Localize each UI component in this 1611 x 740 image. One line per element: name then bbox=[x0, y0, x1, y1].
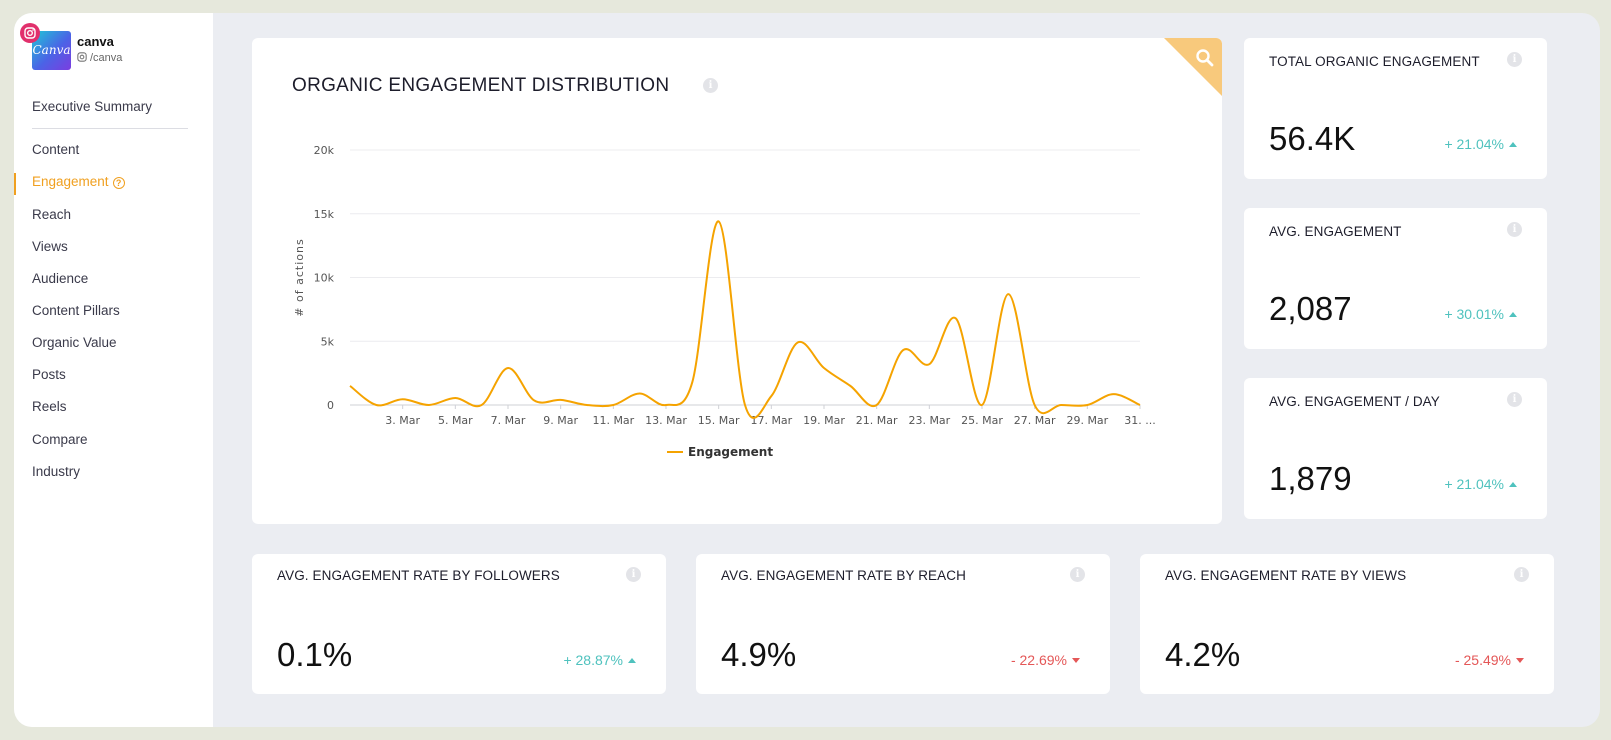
trend-up-icon bbox=[1509, 142, 1517, 147]
x-tick-label: 21. Mar bbox=[856, 414, 898, 427]
profile-handle-text: /canva bbox=[90, 52, 123, 64]
y-axis-label: # of actions bbox=[293, 238, 306, 316]
chart-title: ORGANIC ENGAGEMENT DISTRIBUTION bbox=[292, 75, 670, 96]
kpi-delta: - 22.69% bbox=[1011, 652, 1080, 668]
x-tick-label: 23. Mar bbox=[908, 414, 950, 427]
kpi-delta: + 28.87% bbox=[563, 652, 636, 668]
search-icon[interactable] bbox=[1195, 48, 1215, 68]
avatar: Canva bbox=[32, 31, 71, 70]
kpi-card-engagement-rate-reach: AVG. ENGAGEMENT RATE BY REACH i 4.9% - 2… bbox=[696, 554, 1110, 694]
y-tick-label: 5k bbox=[321, 335, 335, 348]
info-icon[interactable]: i bbox=[1507, 222, 1522, 237]
profile-handle: /canva bbox=[77, 52, 122, 64]
sidebar-item-reels[interactable]: Reels bbox=[32, 399, 67, 414]
engagement-distribution-card: ORGANIC ENGAGEMENT DISTRIBUTION i 0 5k 10k… bbox=[252, 38, 1222, 524]
kpi-card-engagement-rate-followers: AVG. ENGAGEMENT RATE BY FOLLOWERS i 0.1%… bbox=[252, 554, 666, 694]
kpi-delta: + 21.04% bbox=[1444, 136, 1517, 152]
trend-down-icon bbox=[1516, 658, 1524, 663]
y-tick-label: 0 bbox=[327, 399, 334, 412]
kpi-card-avg-engagement-per-day: AVG. ENGAGEMENT / DAY i 1,879 + 21.04% bbox=[1244, 378, 1547, 519]
kpi-card-total-organic-engagement: TOTAL ORGANIC ENGAGEMENT i 56.4K + 21.04… bbox=[1244, 38, 1547, 179]
sidebar-item-label: Engagement bbox=[32, 174, 109, 189]
info-icon[interactable]: i bbox=[1514, 567, 1529, 582]
sidebar: Canva canva /canva Executive Summary Con… bbox=[14, 13, 213, 727]
kpi-title: TOTAL ORGANIC ENGAGEMENT bbox=[1269, 54, 1480, 69]
kpi-title: AVG. ENGAGEMENT RATE BY VIEWS bbox=[1165, 568, 1407, 583]
x-tick-label: 11. Mar bbox=[592, 414, 634, 427]
info-icon[interactable]: i bbox=[1507, 392, 1522, 407]
kpi-card-avg-engagement: AVG. ENGAGEMENT i 2,087 + 30.01% bbox=[1244, 208, 1547, 349]
sidebar-item-content-pillars[interactable]: Content Pillars bbox=[32, 303, 120, 318]
sidebar-item-reach[interactable]: Reach bbox=[32, 207, 72, 222]
x-tick-label: 31. ... bbox=[1124, 414, 1155, 427]
app-frame: Canva canva /canva Executive Summary Con… bbox=[14, 13, 1600, 727]
kpi-value: 4.9% bbox=[721, 636, 797, 673]
x-tick-label: 9. Mar bbox=[543, 414, 578, 427]
x-tick-label: 15. Mar bbox=[698, 414, 740, 427]
sidebar-divider bbox=[32, 128, 188, 129]
engagement-line-chart: 0 5k 10k 15k 20k # of actions 3. Mar 5. Mar 7. M… bbox=[293, 144, 1156, 459]
trend-down-icon bbox=[1072, 658, 1080, 663]
trend-up-icon bbox=[1509, 482, 1517, 487]
sidebar-item-views[interactable]: Views bbox=[32, 239, 68, 254]
x-tick-label: 13. Mar bbox=[645, 414, 687, 427]
instagram-badge-icon bbox=[20, 23, 40, 43]
kpi-value: 4.2% bbox=[1165, 636, 1241, 673]
sidebar-item-compare[interactable]: Compare bbox=[32, 432, 88, 447]
info-icon[interactable]: i bbox=[1507, 52, 1522, 67]
trend-up-icon bbox=[1509, 312, 1517, 317]
y-tick-label: 15k bbox=[314, 208, 335, 221]
x-tick-label: 3. Mar bbox=[385, 414, 420, 427]
kpi-value: 56.4K bbox=[1269, 120, 1356, 157]
x-tick-label: 7. Mar bbox=[491, 414, 526, 427]
sidebar-item-organic-value[interactable]: Organic Value bbox=[32, 335, 117, 350]
info-icon[interactable]: i bbox=[626, 567, 641, 582]
sidebar-item-executive-summary[interactable]: Executive Summary bbox=[32, 99, 153, 114]
info-icon[interactable]: i bbox=[703, 78, 718, 93]
x-tick-label: 19. Mar bbox=[803, 414, 845, 427]
kpi-delta-text: + 21.04% bbox=[1444, 476, 1504, 492]
sidebar-item-content[interactable]: Content bbox=[32, 142, 80, 157]
kpi-delta-text: - 25.49% bbox=[1454, 652, 1511, 668]
x-tick-label: 29. Mar bbox=[1066, 414, 1108, 427]
kpi-title: AVG. ENGAGEMENT RATE BY REACH bbox=[721, 568, 966, 583]
kpi-delta: + 30.01% bbox=[1444, 306, 1517, 322]
kpi-card-engagement-rate-views: AVG. ENGAGEMENT RATE BY VIEWS i 4.2% - 2… bbox=[1140, 554, 1554, 694]
sidebar-item-engagement[interactable]: Engagement? bbox=[32, 174, 125, 189]
kpi-delta-text: + 30.01% bbox=[1444, 306, 1504, 322]
kpi-title: AVG. ENGAGEMENT RATE BY FOLLOWERS bbox=[277, 568, 560, 583]
kpi-delta-text: + 21.04% bbox=[1444, 136, 1504, 152]
sidebar-item-audience[interactable]: Audience bbox=[32, 271, 89, 286]
kpi-delta-text: + 28.87% bbox=[563, 652, 623, 668]
series-line-engagement bbox=[349, 220, 1141, 419]
y-tick-label: 10k bbox=[314, 272, 335, 285]
legend-label: Engagement bbox=[688, 445, 773, 459]
sidebar-item-industry[interactable]: Industry bbox=[32, 464, 81, 479]
profile-name: canva bbox=[77, 34, 114, 49]
kpi-value: 1,879 bbox=[1269, 460, 1352, 497]
x-tick-label: 17. Mar bbox=[750, 414, 792, 427]
info-icon[interactable]: i bbox=[1070, 567, 1085, 582]
x-tick-label: 25. Mar bbox=[961, 414, 1003, 427]
x-tick-label: 27. Mar bbox=[1014, 414, 1056, 427]
kpi-title: AVG. ENGAGEMENT / DAY bbox=[1269, 394, 1440, 409]
kpi-value: 2,087 bbox=[1269, 290, 1352, 327]
kpi-value: 0.1% bbox=[277, 636, 353, 673]
kpi-delta: + 21.04% bbox=[1444, 476, 1517, 492]
y-tick-label: 20k bbox=[314, 144, 335, 157]
kpi-delta-text: - 22.69% bbox=[1010, 652, 1067, 668]
trend-up-icon bbox=[628, 658, 636, 663]
active-indicator bbox=[14, 173, 16, 195]
x-tick-label: 5. Mar bbox=[438, 414, 473, 427]
kpi-delta: - 25.49% bbox=[1455, 652, 1524, 668]
sidebar-item-posts[interactable]: Posts bbox=[32, 367, 66, 382]
zoom-corner[interactable] bbox=[1164, 38, 1222, 96]
kpi-title: AVG. ENGAGEMENT bbox=[1269, 224, 1402, 239]
instagram-icon bbox=[77, 52, 87, 62]
help-icon[interactable]: ? bbox=[112, 177, 125, 189]
